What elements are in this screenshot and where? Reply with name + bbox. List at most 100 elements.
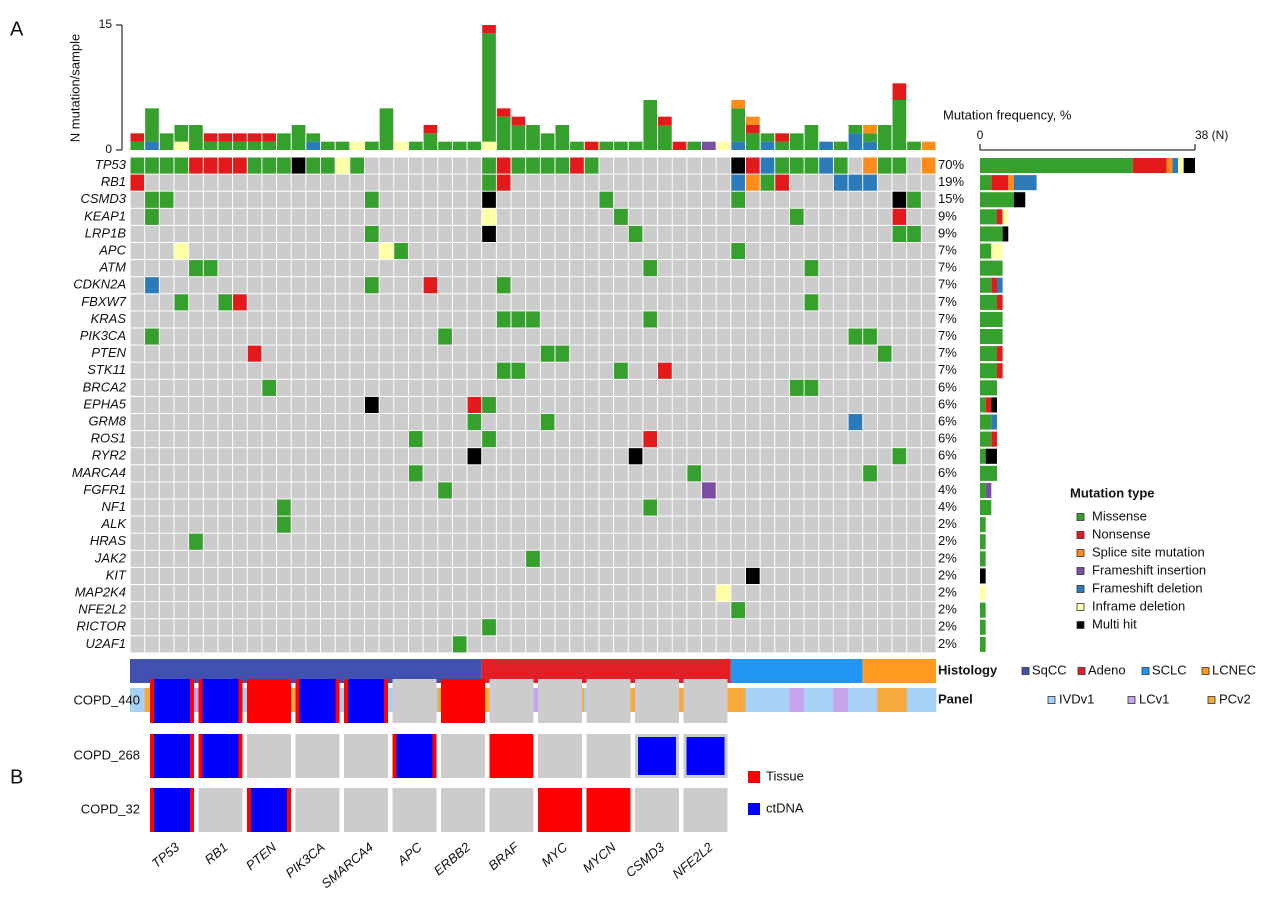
empty-cell [672,243,687,260]
mutation-cell [159,157,174,174]
frequency-bar [991,277,997,293]
empty-cell [394,311,408,328]
empty-cell [233,208,247,225]
sample-bar [614,141,628,150]
empty-cell [203,414,218,431]
sample-bar [467,141,482,150]
empty-cell [628,585,643,602]
empty-cell [584,414,599,431]
empty-cell [804,243,819,260]
empty-cell [233,448,247,465]
empty-cell [731,311,745,328]
empty-cell [716,602,731,619]
empty-cell [306,243,321,260]
empty-cell [540,311,555,328]
empty-cell [291,585,306,602]
empty-cell [863,414,877,431]
empty-cell [174,431,189,448]
empty-cell [145,260,159,277]
empty-cell [848,482,863,499]
empty-cell [496,260,511,277]
empty-cell [921,482,936,499]
empty-cell [584,482,599,499]
empty-cell [145,567,159,584]
empty-cell [496,208,511,225]
empty-cell [262,191,277,208]
empty-cell [614,499,628,516]
empty-cell [291,294,306,311]
empty-cell [130,550,145,567]
empty-cell [291,396,306,413]
empty-cell [247,533,262,550]
empty-cell [321,533,335,550]
empty-cell [438,157,452,174]
legend-label: Tissue [766,768,804,783]
empty-cell [921,465,936,482]
panel-cell [730,688,746,712]
sample-bar [658,116,672,125]
empty-cell [364,260,379,277]
empty-cell [716,208,731,225]
empty-cell [731,585,745,602]
empty-cell [584,448,599,465]
empty-cell [145,585,159,602]
empty-cell [511,396,526,413]
empty-cell [306,225,321,242]
empty-cell [877,533,892,550]
mutation-cell [233,294,247,311]
empty-cell [643,362,658,379]
empty-cell [364,550,379,567]
empty-cell [203,550,218,567]
empty-cell [247,499,262,516]
empty-cell [306,636,321,653]
frequency-bar [980,619,986,635]
both-cell-inner [154,734,190,778]
empty-cell [877,567,892,584]
empty-cell [584,362,599,379]
empty-cell [438,345,452,362]
empty-cell [159,379,174,396]
sample-bar [350,141,364,150]
empty-cell [863,585,877,602]
empty-cell [467,157,482,174]
empty-cell [306,619,321,636]
empty-cell [892,585,907,602]
empty-cell [408,379,423,396]
empty-cell [130,533,145,550]
empty-cell [379,499,394,516]
empty-cell [921,636,936,653]
empty-cell [892,550,907,567]
empty-cell [672,157,687,174]
cell-bg [295,788,340,832]
empty-cell [467,567,482,584]
empty-cell [643,277,658,294]
empty-cell [233,602,247,619]
mutation-cell [467,414,482,431]
mutation-cell [628,448,643,465]
legend-label: Missense [1092,508,1147,523]
empty-cell [628,550,643,567]
empty-cell [614,465,628,482]
empty-cell [159,294,174,311]
empty-cell [702,431,716,448]
empty-cell [745,636,760,653]
empty-cell [555,533,570,550]
tissue-cell [489,734,534,778]
legend-swatch [1076,531,1085,539]
empty-cell [203,585,218,602]
sample-bar [863,133,877,142]
empty-cell [452,533,467,550]
empty-cell [218,567,233,584]
empty-cell [658,533,672,550]
empty-cell [174,362,189,379]
empty-cell [658,602,672,619]
empty-cell [350,243,364,260]
empty-cell [174,174,189,191]
gene-label: RB1 [101,174,126,189]
mutation-cell [804,157,819,174]
empty-cell [892,294,907,311]
empty-cell [819,482,833,499]
empty-cell [233,550,247,567]
empty-cell [731,619,745,636]
empty-cell [848,260,863,277]
